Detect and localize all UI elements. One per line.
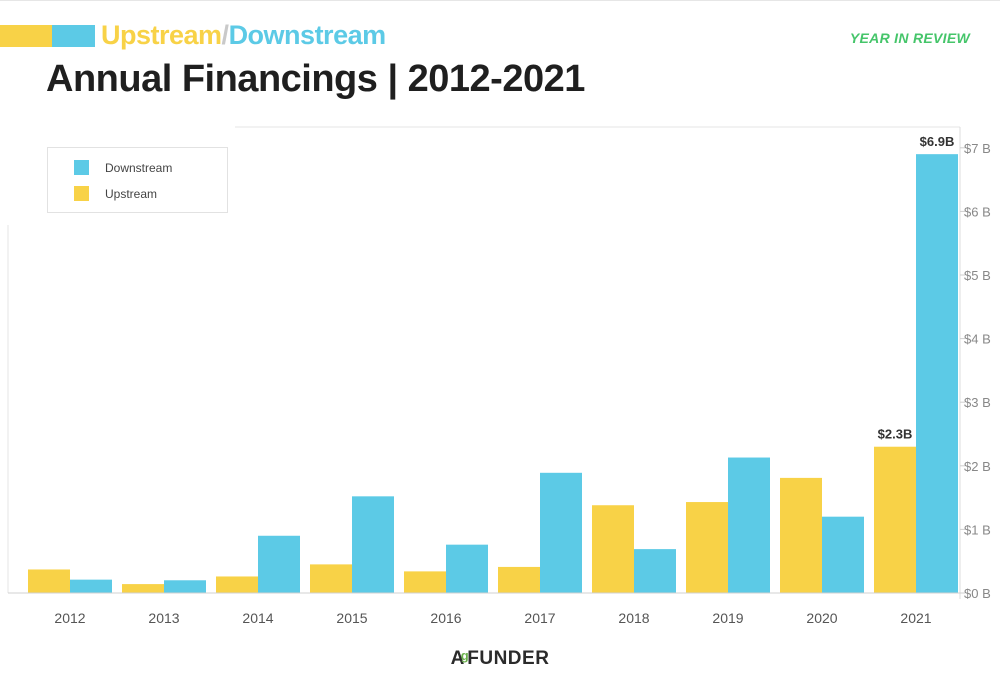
y-tick-label: $4 B bbox=[964, 332, 991, 347]
upstream-swatch-icon bbox=[74, 186, 89, 201]
bar-upstream-2015 bbox=[310, 564, 352, 593]
top-divider bbox=[0, 0, 1000, 1]
data-label: $2.3B bbox=[878, 427, 913, 442]
chart-legend: Downstream Upstream bbox=[47, 147, 228, 213]
logo-text-a: A bbox=[450, 648, 465, 669]
y-tick-label: $7 B bbox=[964, 141, 991, 156]
bar-upstream-2020 bbox=[780, 477, 822, 593]
bar-chart: $0 B $1 B $2 B $3 B $4 B $5 B $6 B $7 B 2012 2013… bbox=[7, 126, 991, 626]
bar-upstream-2012 bbox=[28, 569, 70, 593]
bar-downstream-2018 bbox=[634, 549, 676, 593]
bar-downstream-2013 bbox=[164, 580, 206, 593]
y-tick-label: $3 B bbox=[964, 395, 991, 410]
y-tick-label: $2 B bbox=[964, 459, 991, 474]
bar-upstream-2018 bbox=[592, 505, 634, 593]
bar-upstream-2016 bbox=[404, 571, 446, 593]
bar-downstream-2014 bbox=[258, 535, 300, 593]
bar-upstream-2021 bbox=[874, 446, 916, 593]
bar-upstream-2017 bbox=[498, 566, 540, 593]
x-tick-label: 2018 bbox=[618, 610, 649, 626]
bar-downstream-2019 bbox=[728, 457, 770, 593]
x-tick-label: 2012 bbox=[54, 610, 85, 626]
bar-downstream-2015 bbox=[352, 496, 394, 593]
bar-downstream-2016 bbox=[446, 544, 488, 593]
x-tick-label: 2017 bbox=[524, 610, 555, 626]
section-heading: Upstream/Downstream bbox=[101, 20, 386, 51]
y-tick-label: $1 B bbox=[964, 522, 991, 537]
year-in-review-label: YEAR IN REVIEW bbox=[849, 30, 970, 46]
downstream-swatch-icon bbox=[74, 160, 89, 175]
page-title: Annual Financings | 2012-2021 bbox=[46, 58, 585, 100]
upstream-heading-word: Upstream bbox=[101, 20, 222, 50]
legend-label-upstream: Upstream bbox=[105, 186, 158, 201]
x-tick-label: 2021 bbox=[900, 610, 931, 626]
x-tick-label: 2015 bbox=[336, 610, 367, 626]
logo-text-funder: FUNDER bbox=[467, 648, 550, 669]
y-tick-label: $6 B bbox=[964, 204, 991, 219]
upstream-color-bar bbox=[0, 25, 52, 47]
y-tick-label: $0 B bbox=[964, 586, 991, 601]
bar-upstream-2019 bbox=[686, 502, 728, 593]
x-tick-label: 2016 bbox=[430, 610, 461, 626]
agfunder-logo: AgFUNDER bbox=[0, 648, 1000, 670]
legend-label-downstream: Downstream bbox=[105, 160, 173, 175]
x-tick-label: 2013 bbox=[148, 610, 179, 626]
bar-upstream-2013 bbox=[122, 584, 164, 593]
data-label: $6.9B bbox=[920, 134, 955, 149]
y-tick-label: $5 B bbox=[964, 268, 991, 283]
bar-downstream-2020 bbox=[822, 516, 864, 593]
downstream-heading-word: Downstream bbox=[228, 20, 387, 50]
legend-item-upstream: Upstream bbox=[74, 186, 157, 201]
legend-item-downstream: Downstream bbox=[74, 160, 172, 175]
x-tick-label: 2014 bbox=[242, 610, 273, 626]
bar-downstream-2012 bbox=[70, 579, 112, 593]
downstream-color-bar bbox=[52, 25, 95, 47]
logo-leaf-icon: g bbox=[460, 648, 470, 663]
heading-separator: / bbox=[221, 20, 230, 50]
x-tick-label: 2019 bbox=[712, 610, 743, 626]
bar-upstream-2014 bbox=[216, 576, 258, 593]
bar-downstream-2017 bbox=[540, 472, 582, 593]
bar-downstream-2021 bbox=[916, 154, 958, 593]
x-tick-label: 2020 bbox=[806, 610, 837, 626]
